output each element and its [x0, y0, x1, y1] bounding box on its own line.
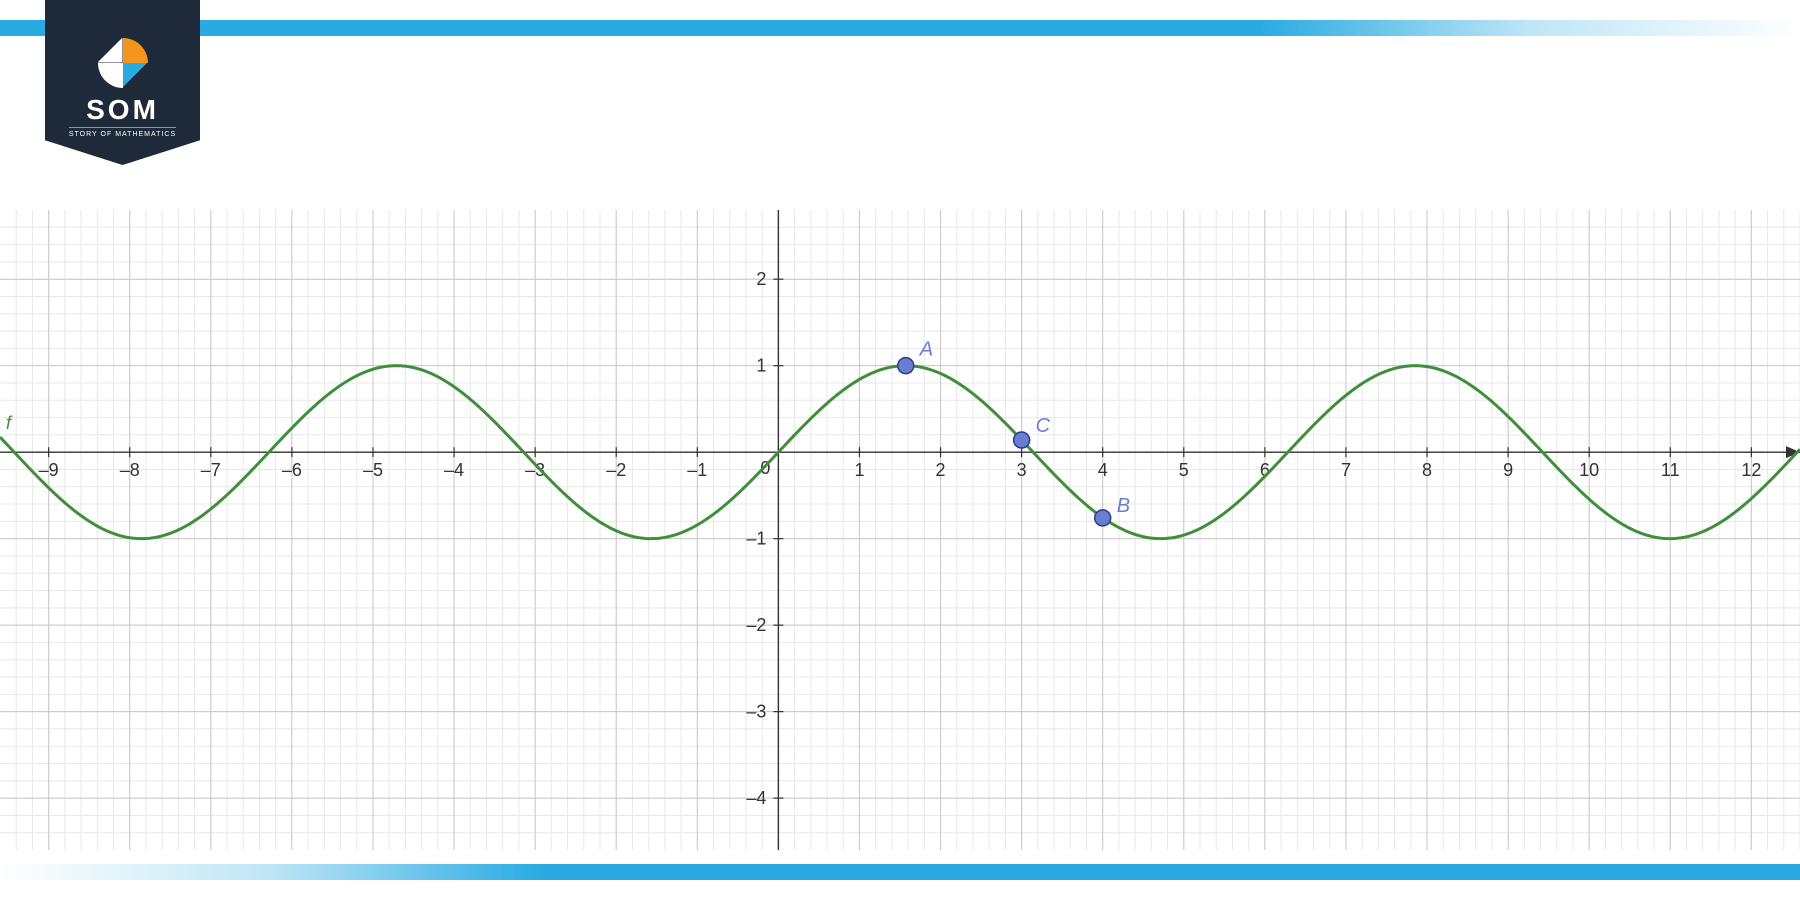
major-grid — [0, 210, 1800, 850]
x-tick-label: –1 — [687, 460, 707, 480]
y-tick-label: –3 — [746, 702, 766, 722]
x-tick-label: –6 — [282, 460, 302, 480]
x-tick-label: –5 — [363, 460, 383, 480]
brand-tagline: STORY OF MATHEMATICS — [69, 127, 176, 138]
x-tick-label: –7 — [201, 460, 221, 480]
y-tick-label: –4 — [746, 788, 766, 808]
y-tick-label: –1 — [746, 529, 766, 549]
brand-badge: SOM STORY OF MATHEMATICS — [45, 0, 200, 165]
x-tick-label: –2 — [606, 460, 626, 480]
point-C — [1014, 432, 1030, 448]
x-tick-label: 3 — [1017, 460, 1027, 480]
x-tick-label: –8 — [120, 460, 140, 480]
x-tick-label: 1 — [854, 460, 864, 480]
chart-container: –9–8–7–6–5–4–3–2–10123456789101112–4–3–2… — [0, 210, 1800, 850]
top-accent-bar — [0, 20, 1800, 36]
axes — [0, 210, 1800, 850]
minor-grid — [0, 210, 1800, 850]
sine-chart: –9–8–7–6–5–4–3–2–10123456789101112–4–3–2… — [0, 210, 1800, 850]
y-tick-label: 1 — [756, 356, 766, 376]
x-tick-label: 8 — [1422, 460, 1432, 480]
brand-logo-icon — [98, 38, 148, 88]
point-A — [898, 358, 914, 374]
x-tick-label: –4 — [444, 460, 464, 480]
point-label-A: A — [919, 339, 933, 361]
function-label: f — [6, 413, 13, 433]
bottom-accent-bar — [0, 864, 1800, 880]
x-tick-label: 2 — [936, 460, 946, 480]
y-tick-label: 2 — [756, 269, 766, 289]
x-tick-label: 7 — [1341, 460, 1351, 480]
point-label-C: C — [1036, 415, 1051, 437]
x-tick-label: 5 — [1179, 460, 1189, 480]
x-tick-label: –9 — [39, 460, 59, 480]
brand-name: SOM — [86, 96, 159, 124]
x-tick-label: 12 — [1741, 460, 1761, 480]
point-B — [1095, 510, 1111, 526]
x-tick-label: 4 — [1098, 460, 1108, 480]
point-label-B: B — [1117, 495, 1130, 517]
x-tick-label: 9 — [1503, 460, 1513, 480]
y-tick-label: –2 — [746, 615, 766, 635]
x-tick-label: 10 — [1579, 460, 1599, 480]
x-tick-label: 11 — [1661, 460, 1680, 480]
